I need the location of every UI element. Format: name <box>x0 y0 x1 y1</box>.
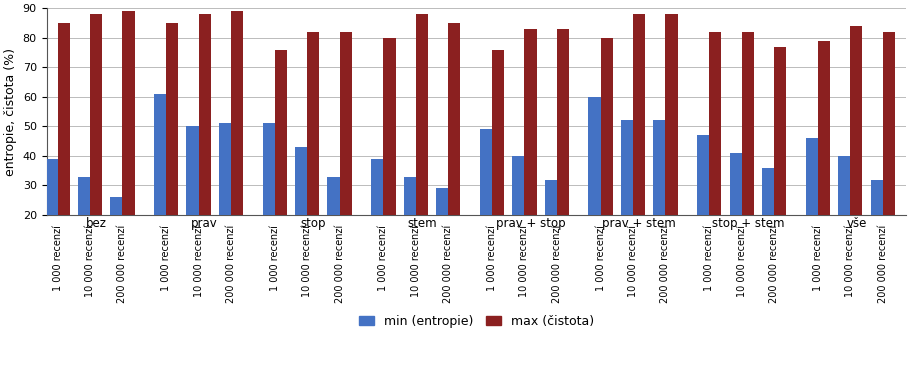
Bar <box>295 147 308 215</box>
Bar <box>557 29 569 215</box>
Bar <box>665 14 678 215</box>
Bar <box>110 197 122 215</box>
Bar <box>263 124 275 215</box>
Bar <box>524 29 537 215</box>
Bar <box>383 38 396 215</box>
Bar <box>805 138 818 215</box>
Bar <box>231 11 243 215</box>
Text: prav + stop: prav + stop <box>496 217 565 230</box>
Bar <box>218 124 231 215</box>
Bar <box>742 32 753 215</box>
Bar <box>167 23 178 215</box>
Bar <box>122 11 135 215</box>
Bar <box>480 129 492 215</box>
Y-axis label: entropie, čistota (%): entropie, čistota (%) <box>5 48 17 176</box>
Bar <box>653 120 665 215</box>
Bar <box>697 135 709 215</box>
Text: prav + stem: prav + stem <box>602 217 676 230</box>
Bar <box>883 32 895 215</box>
Text: stop: stop <box>300 217 326 230</box>
Bar <box>416 14 428 215</box>
Bar <box>46 159 57 215</box>
Bar <box>838 156 850 215</box>
Bar <box>154 94 167 215</box>
Bar <box>328 177 339 215</box>
Bar <box>404 177 416 215</box>
Bar <box>308 32 319 215</box>
Bar <box>512 156 524 215</box>
Bar <box>621 120 633 215</box>
Bar <box>449 23 460 215</box>
Text: bez: bez <box>86 217 106 230</box>
Bar <box>492 50 504 215</box>
Text: stop + stem: stop + stem <box>712 217 784 230</box>
Bar <box>730 153 742 215</box>
Bar <box>762 168 774 215</box>
Bar <box>589 97 601 215</box>
Bar <box>850 26 863 215</box>
Legend: min (entropie), max (čistota): min (entropie), max (čistota) <box>354 310 599 333</box>
Bar <box>339 32 352 215</box>
Bar <box>709 32 722 215</box>
Bar <box>774 47 786 215</box>
Bar <box>275 50 287 215</box>
Bar <box>545 179 557 215</box>
Bar <box>818 41 830 215</box>
Bar <box>601 38 612 215</box>
Text: prav: prav <box>191 217 218 230</box>
Bar <box>371 159 383 215</box>
Bar <box>187 126 198 215</box>
Text: stem: stem <box>407 217 437 230</box>
Bar <box>198 14 211 215</box>
Bar <box>436 188 449 215</box>
Bar <box>57 23 70 215</box>
Bar <box>77 177 90 215</box>
Text: vše: vše <box>846 217 866 230</box>
Bar <box>871 179 883 215</box>
Bar <box>633 14 645 215</box>
Bar <box>90 14 102 215</box>
